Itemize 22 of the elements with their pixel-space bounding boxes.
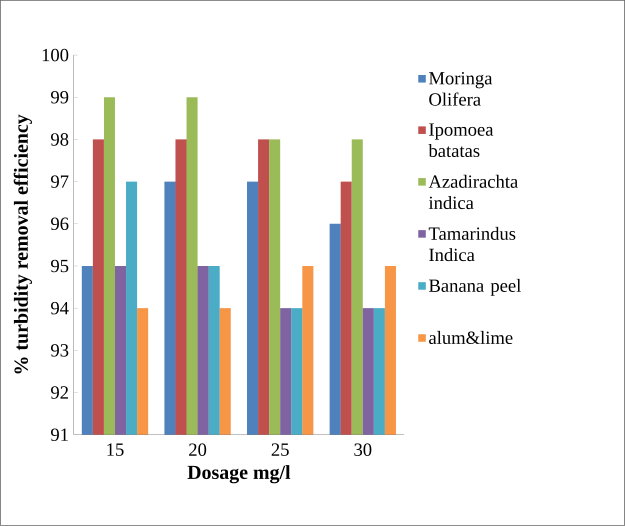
y-tick-label: 97 <box>51 175 68 188</box>
y-tick-label: 93 <box>51 344 68 357</box>
y-tick-label: 98 <box>51 133 68 146</box>
y-tick-label: 92 <box>51 386 68 399</box>
x-tick-label: 20 <box>189 444 206 456</box>
legend-label: Banana peel <box>429 279 521 296</box>
legend-label: Ipomoea batatas <box>428 124 494 158</box>
y-tick-label: 91 <box>51 428 68 442</box>
legend-label: alum&lime <box>429 331 512 344</box>
y-tick-label: 95 <box>51 260 68 272</box>
y-tick-label: 94 <box>51 302 69 315</box>
legend-label: Moringa Olifera <box>429 72 492 106</box>
x-tick-label: 30 <box>354 444 372 456</box>
y-axis-title: % turbidity removal efficiency <box>14 114 32 374</box>
legend-label: Tamarindus Indica <box>428 226 516 262</box>
legend-label: Azadirachta indica <box>428 174 518 210</box>
y-tick-label: 99 <box>51 91 68 104</box>
x-tick-label: 25 <box>272 444 289 456</box>
y-tick-label: 96 <box>51 218 68 230</box>
y-tick-label: 100 <box>42 48 68 62</box>
x-axis-title: Dosage mg/l <box>188 465 290 484</box>
x-tick-label: 15 <box>107 444 124 456</box>
